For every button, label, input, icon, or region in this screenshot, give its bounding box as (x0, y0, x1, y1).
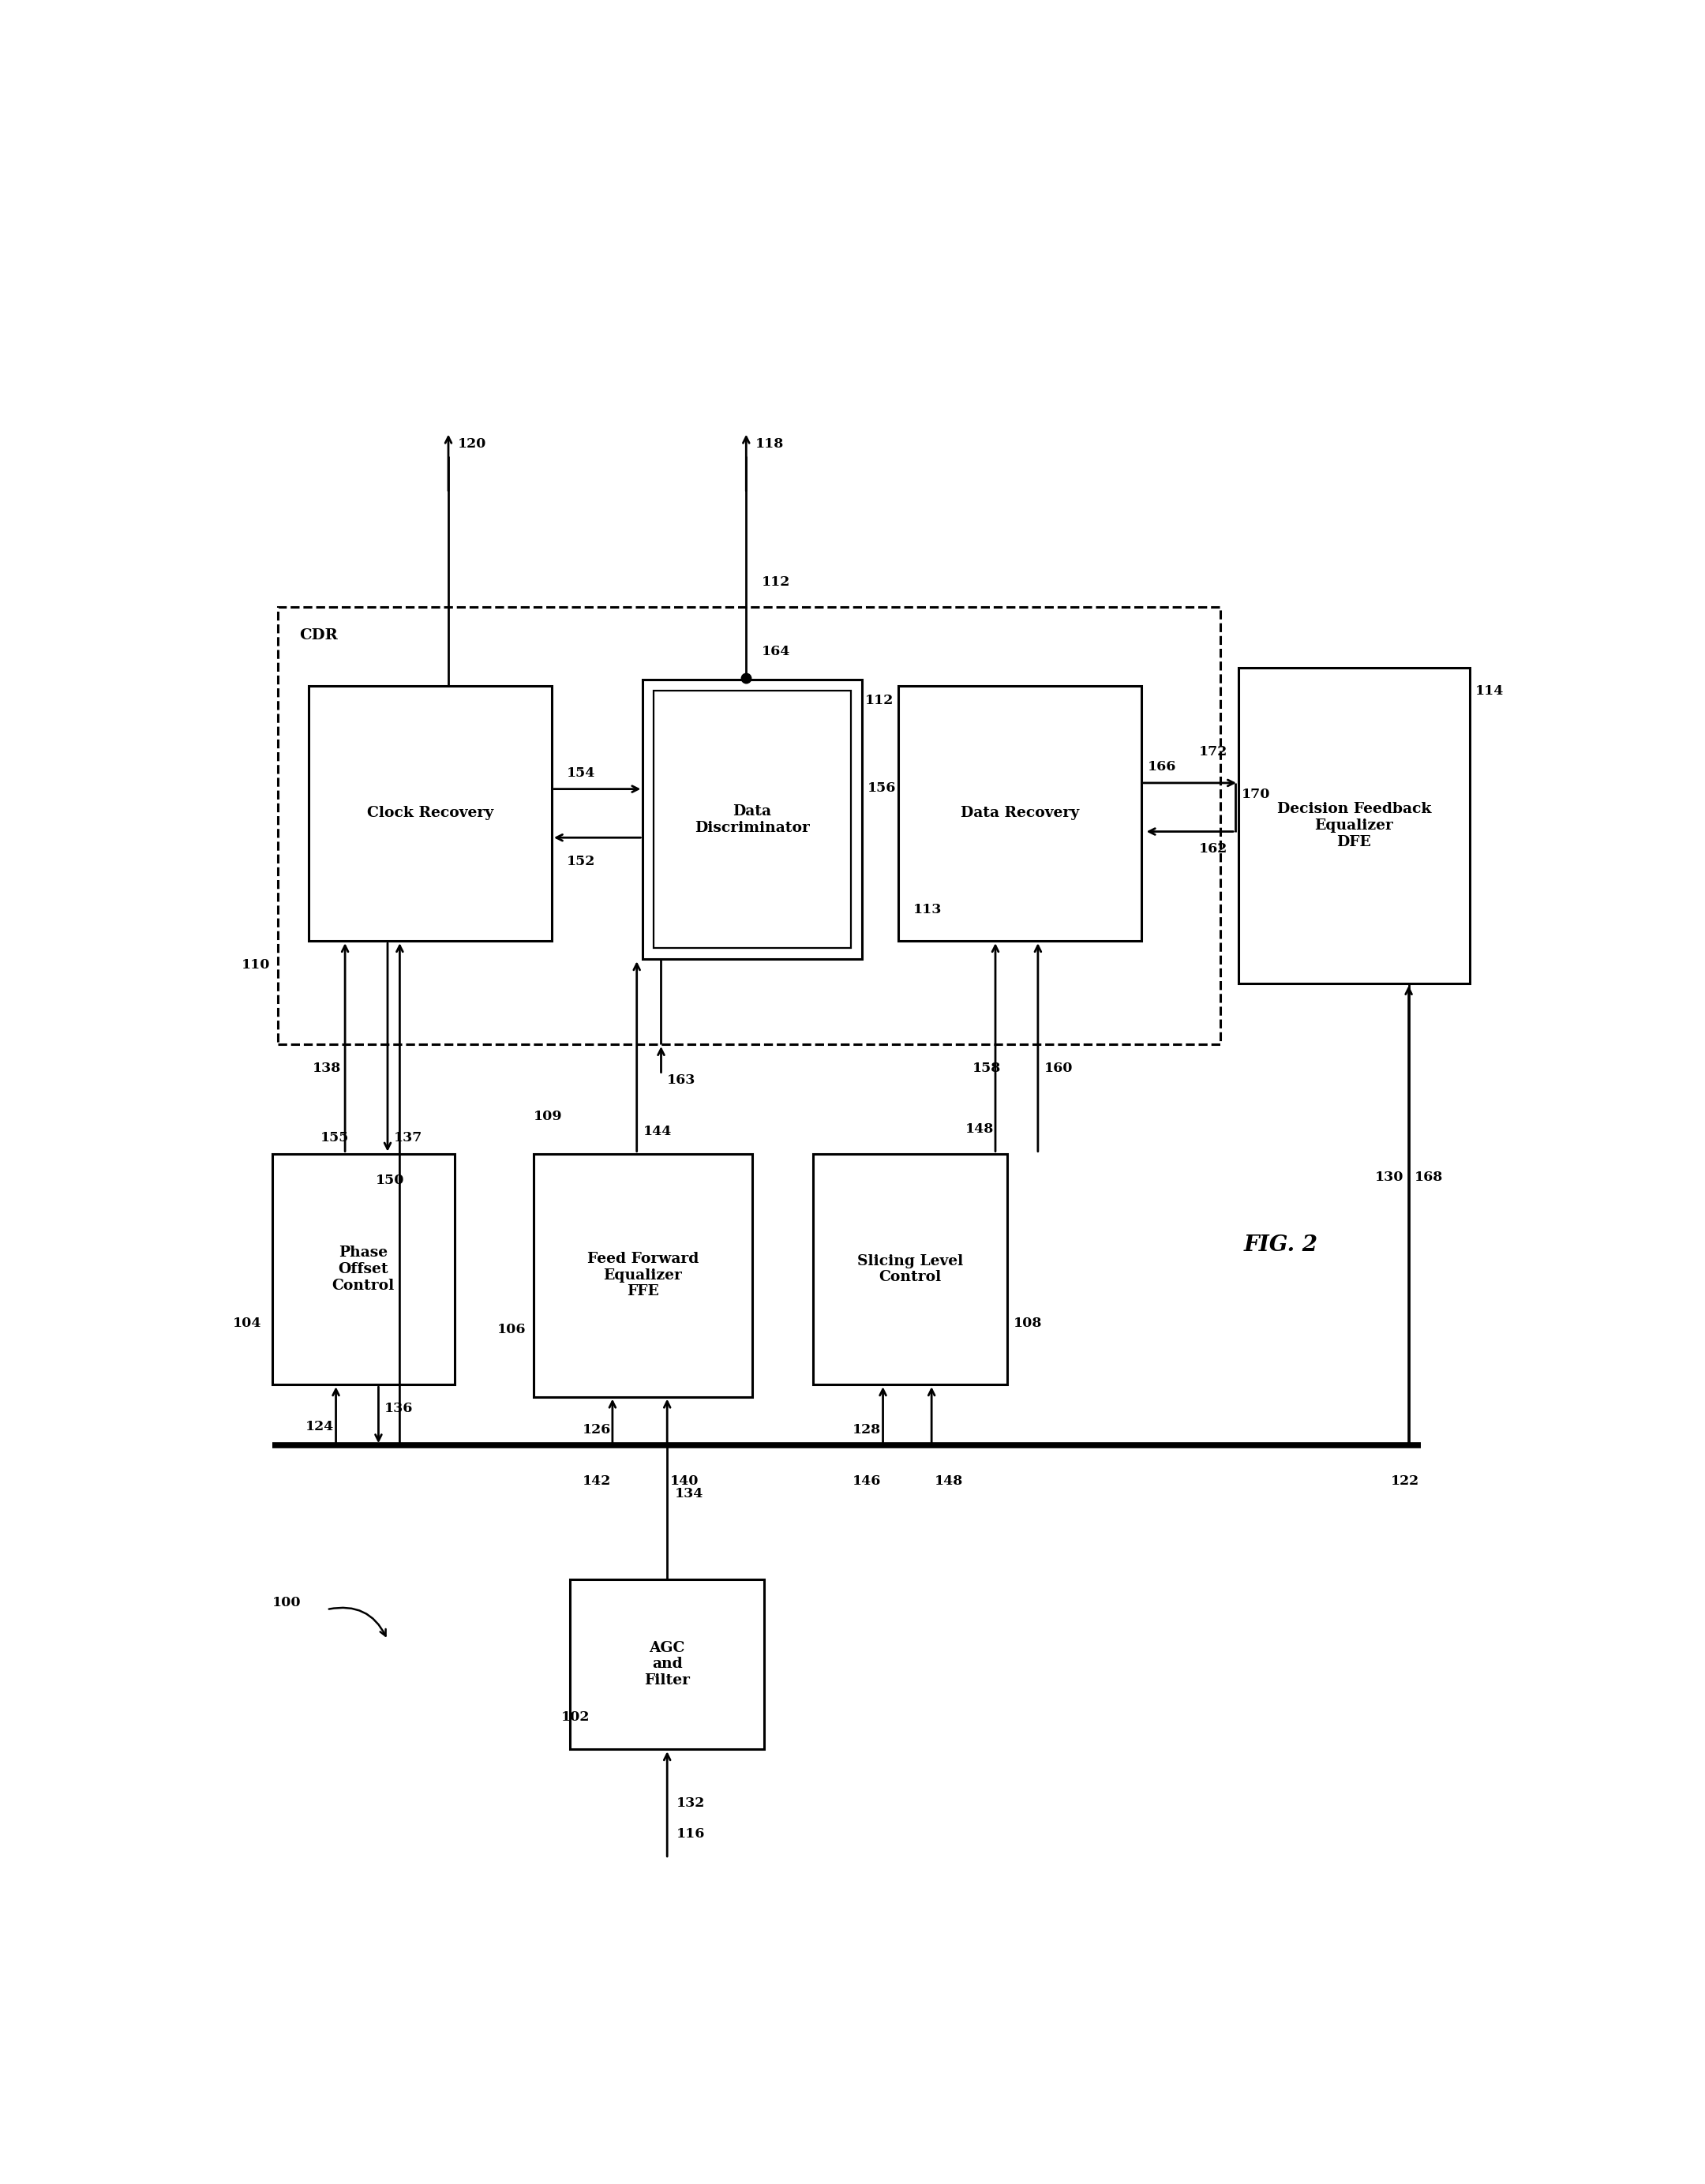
Text: 158: 158 (972, 1061, 1001, 1075)
Text: Data
Discriminator: Data Discriminator (694, 804, 810, 834)
Text: 166: 166 (1147, 760, 1176, 773)
Text: 112: 112 (864, 695, 893, 708)
Bar (643, 679, 861, 959)
Text: 154: 154 (566, 767, 595, 780)
Text: 132: 132 (677, 1797, 704, 1811)
Text: Decision Feedback
Equalizer
DFE: Decision Feedback Equalizer DFE (1277, 802, 1430, 850)
Text: 144: 144 (643, 1125, 672, 1138)
Text: Slicing Level
Control: Slicing Level Control (858, 1254, 963, 1284)
Text: AGC
and
Filter: AGC and Filter (644, 1640, 691, 1688)
Text: 113: 113 (914, 904, 943, 917)
Text: 104: 104 (232, 1317, 261, 1330)
Text: 120: 120 (457, 437, 486, 450)
Text: 168: 168 (1415, 1171, 1444, 1184)
Text: 170: 170 (1241, 788, 1270, 802)
Text: Clock Recovery: Clock Recovery (367, 806, 493, 821)
Text: 156: 156 (868, 782, 897, 795)
Bar (653, 690, 851, 948)
Text: 137: 137 (394, 1131, 423, 1144)
Text: 114: 114 (1475, 684, 1504, 699)
Text: 116: 116 (677, 1828, 704, 1841)
Text: 155: 155 (321, 1131, 350, 1144)
Text: 163: 163 (667, 1072, 696, 1088)
Text: 150: 150 (375, 1173, 404, 1188)
Bar (569, 1579, 764, 1749)
Text: 152: 152 (566, 854, 595, 867)
Text: 112: 112 (762, 574, 789, 587)
Text: 134: 134 (675, 1487, 702, 1500)
Bar (1238, 668, 1470, 983)
Text: 164: 164 (762, 644, 789, 657)
Text: 100: 100 (273, 1597, 302, 1610)
Bar (273, 1153, 455, 1385)
Text: CDR: CDR (300, 629, 338, 642)
Text: 109: 109 (534, 1109, 563, 1123)
Text: 136: 136 (385, 1402, 413, 1415)
Text: 130: 130 (1376, 1171, 1403, 1184)
Text: 142: 142 (581, 1474, 610, 1487)
Text: 148: 148 (965, 1123, 994, 1136)
Bar (309, 686, 552, 941)
Text: 122: 122 (1391, 1474, 1419, 1487)
Text: Phase
Offset
Control: Phase Offset Control (332, 1245, 394, 1293)
Text: 128: 128 (852, 1422, 881, 1437)
Text: 102: 102 (561, 1710, 590, 1723)
Text: 160: 160 (1043, 1061, 1072, 1075)
Text: 126: 126 (581, 1422, 610, 1437)
Text: 172: 172 (1199, 745, 1228, 758)
Text: 162: 162 (1199, 843, 1228, 856)
Text: 140: 140 (670, 1474, 699, 1487)
Bar (534, 1153, 752, 1398)
Text: Data Recovery: Data Recovery (960, 806, 1079, 821)
Text: 124: 124 (305, 1420, 334, 1433)
Bar (899, 686, 1141, 941)
Bar (813, 1153, 1008, 1385)
Text: 138: 138 (312, 1061, 341, 1075)
Text: 108: 108 (1013, 1317, 1042, 1330)
Text: 148: 148 (934, 1474, 963, 1487)
Text: 118: 118 (755, 437, 784, 450)
Text: 110: 110 (242, 959, 271, 972)
Text: 146: 146 (852, 1474, 881, 1487)
Text: 106: 106 (496, 1324, 525, 1337)
Text: Feed Forward
Equalizer
FFE: Feed Forward Equalizer FFE (587, 1251, 699, 1299)
Text: FIG. 2: FIG. 2 (1245, 1234, 1318, 1256)
